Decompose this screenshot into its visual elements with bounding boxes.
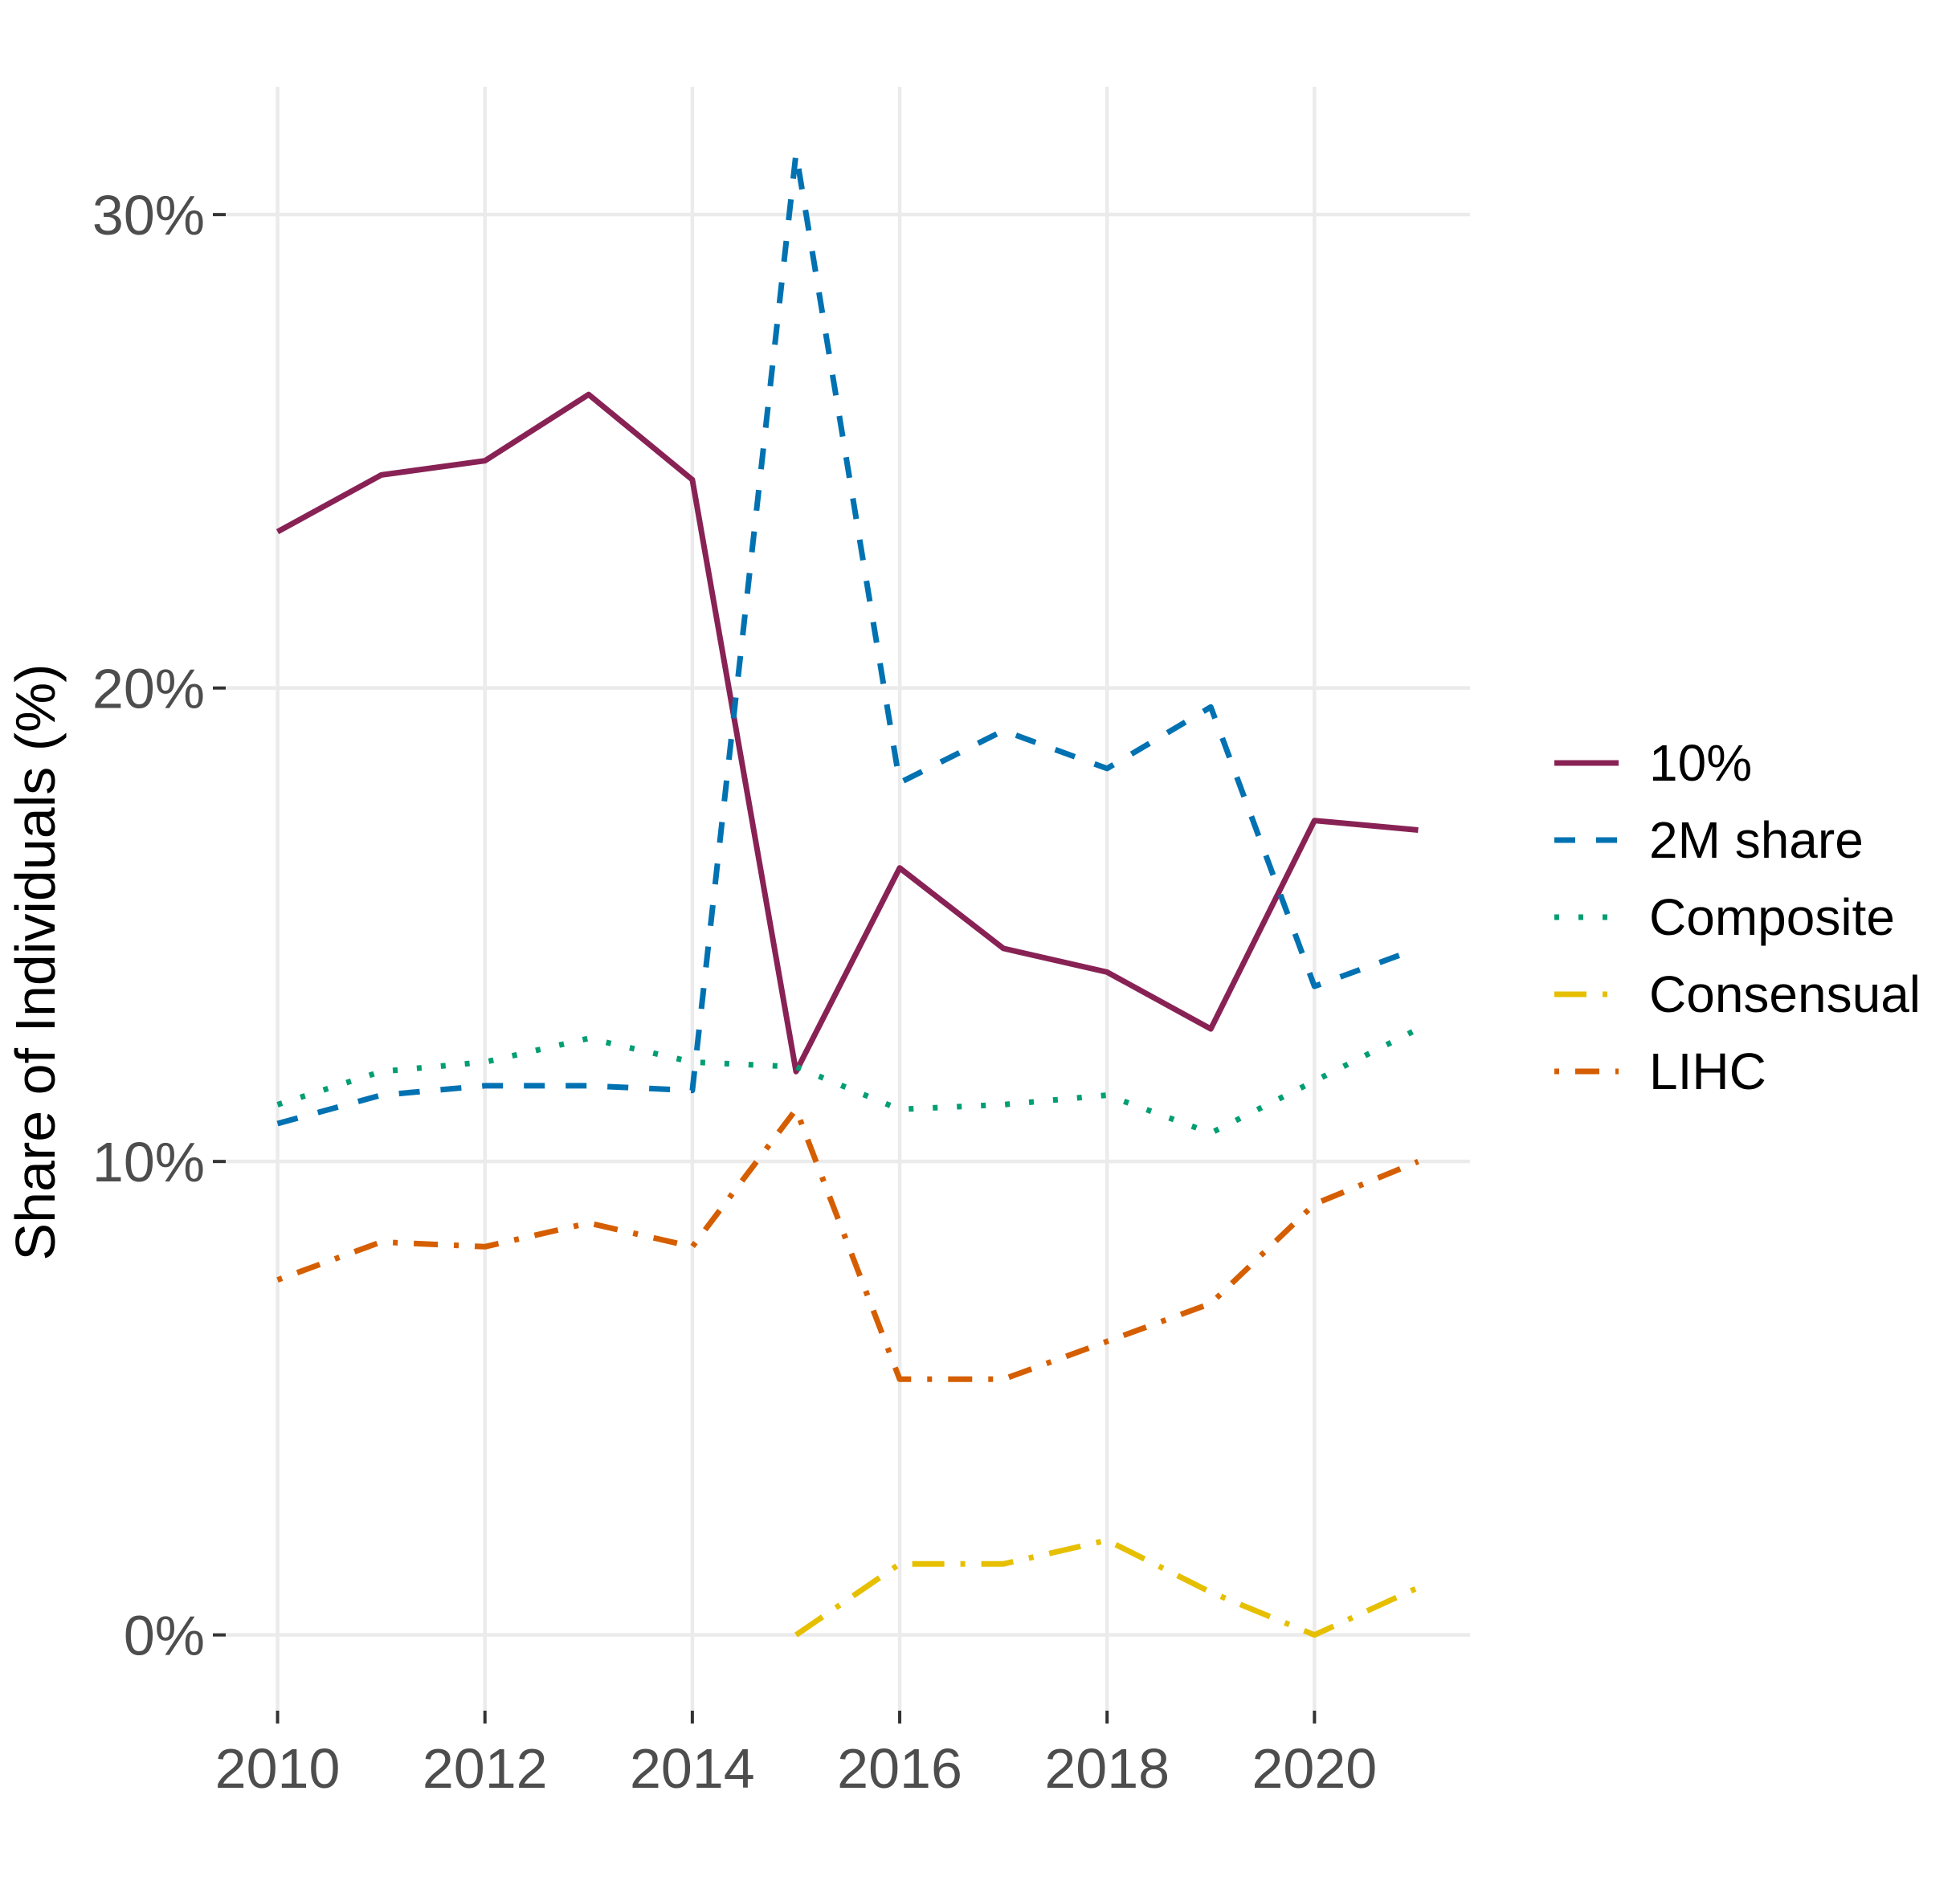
gridlines [226, 87, 1470, 1711]
series-line-composite [276, 1026, 1420, 1136]
y-tick-label: 30% [92, 184, 205, 247]
legend-label-lihc: LIHC [1649, 1042, 1766, 1100]
series-line-lihc [276, 1106, 1419, 1382]
x-tick-label: 2018 [1044, 1737, 1170, 1800]
legend-label-consensual: Consensual [1649, 965, 1921, 1023]
legend-label-10: 10% [1649, 734, 1752, 792]
x-tick-label: 2014 [630, 1737, 755, 1800]
x-tick-label: 2012 [423, 1737, 548, 1800]
y-tick-label: 20% [92, 658, 205, 720]
series-line-consensual [794, 1537, 1419, 1638]
series-lines [276, 150, 1420, 1638]
series-line-10 [276, 391, 1419, 1075]
y-axis-title: Share of Individuals (%) [4, 663, 67, 1260]
legend: 10% 2M share Composite Consensual LIHC [1554, 734, 1921, 1100]
axes: 2010 2012 2014 2016 2018 2020 0% 10% 20% 30% [92, 184, 1377, 1800]
legend-label-2m-share: 2M share [1649, 811, 1864, 869]
series-line-2m-share [276, 150, 1419, 1127]
x-tick-label: 2016 [837, 1737, 962, 1800]
y-tick-label: 0% [124, 1605, 205, 1667]
x-tick-label: 2020 [1252, 1737, 1378, 1800]
legend-label-composite: Composite [1649, 888, 1895, 946]
x-tick-label: 2010 [215, 1737, 341, 1800]
y-tick-label: 10% [92, 1131, 205, 1193]
